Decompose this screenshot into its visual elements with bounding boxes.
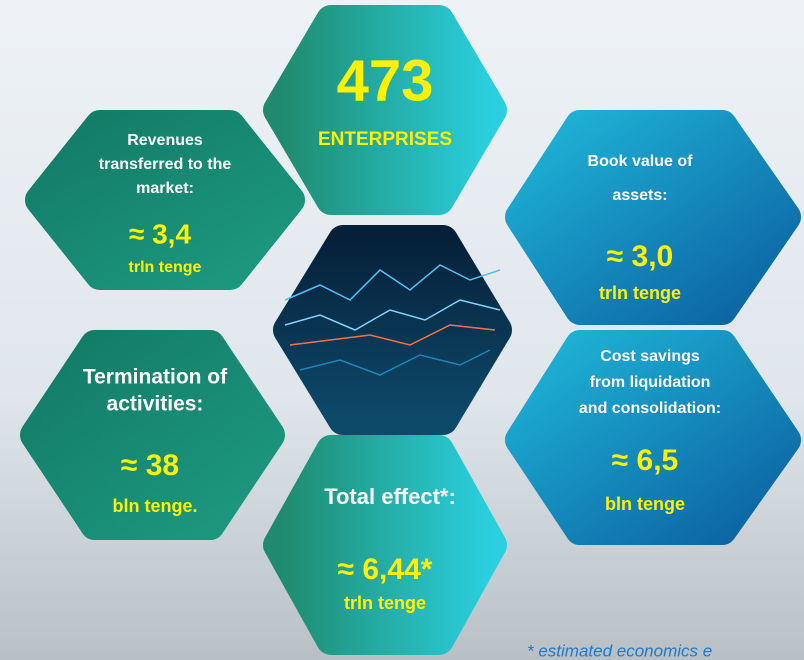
node-title: and consolidation: bbox=[579, 400, 721, 417]
node-title: activities: bbox=[107, 393, 204, 416]
node-title: Cost savings bbox=[600, 348, 700, 365]
chart-image bbox=[284, 264, 501, 376]
node-title: from liquidation bbox=[590, 374, 711, 391]
node-value: 473 bbox=[337, 48, 434, 113]
node-value: ≈ 3,0 bbox=[607, 240, 674, 273]
node-5: Total effect*: ≈ 6,44* trln tenge bbox=[324, 484, 456, 613]
hex-left-bottom bbox=[20, 330, 285, 540]
node-unit: trln tenge bbox=[599, 283, 681, 303]
hex-image bbox=[273, 225, 512, 435]
node-title: market: bbox=[136, 180, 194, 197]
footnote: * estimated economics e bbox=[527, 641, 712, 660]
node-unit: trln tenge bbox=[129, 259, 202, 276]
node-0: 473 ENTERPRISES bbox=[318, 48, 452, 150]
node-title: Termination of bbox=[83, 366, 228, 389]
hex-right-top bbox=[505, 110, 801, 325]
node-value: ≈ 3,4 bbox=[129, 218, 191, 249]
hex-left-top bbox=[25, 110, 305, 290]
hex-right-bottom bbox=[505, 330, 801, 545]
node-title: transferred to the bbox=[99, 156, 232, 173]
node-value: ≈ 6,44* bbox=[338, 553, 433, 586]
node-unit: bln tenge bbox=[605, 494, 685, 514]
node-title: Total effect*: bbox=[324, 484, 456, 509]
node-4: Cost savings from liquidation and consol… bbox=[579, 348, 721, 514]
node-title: assets: bbox=[612, 187, 667, 204]
hex-top bbox=[263, 5, 507, 215]
node-unit: trln tenge bbox=[344, 593, 426, 613]
node-2: Book value of assets: ≈ 3,0 trln tenge bbox=[588, 153, 694, 303]
node-unit: bln tenge. bbox=[113, 496, 198, 516]
node-label: ENTERPRISES bbox=[318, 129, 452, 150]
node-value: ≈ 38 bbox=[121, 449, 179, 482]
node-title: Book value of bbox=[588, 153, 694, 170]
node-value: ≈ 6,5 bbox=[612, 444, 679, 477]
hex-bottom bbox=[263, 435, 507, 655]
node-1: Revenues transferred to the market: ≈ 3,… bbox=[99, 132, 232, 276]
node-title: Revenues bbox=[127, 132, 203, 149]
node-3: Termination of activities: ≈ 38 bln teng… bbox=[83, 366, 228, 516]
